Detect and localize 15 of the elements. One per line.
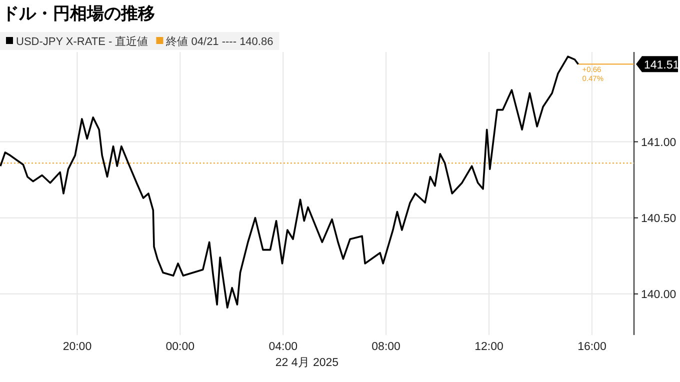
chart-title: ドル・円相場の推移 <box>2 4 155 23</box>
legend-label: 終値 04/21 ---- 140.86 <box>165 36 274 48</box>
x-tick-label: 16:00 <box>578 341 606 353</box>
y-tick-label: 141.00 <box>641 136 676 149</box>
legend-label: USD-JPY X-RATE - 直近値 <box>16 35 148 48</box>
x-tick-label: 12:00 <box>474 341 504 353</box>
y-tick-label: 140.50 <box>641 212 676 225</box>
x-tick-label: 00:00 <box>166 341 195 353</box>
line-series <box>0 56 580 309</box>
y-tick-label: 140.00 <box>641 288 676 301</box>
ref-line-label: 141.51 <box>644 60 680 72</box>
x-tick-label: 08:00 <box>372 341 400 353</box>
x-tick-label: 20:00 <box>62 341 92 353</box>
x-tick-label: 04:00 <box>268 341 298 353</box>
x-axis-title: 22 4月 2025 <box>275 356 339 369</box>
